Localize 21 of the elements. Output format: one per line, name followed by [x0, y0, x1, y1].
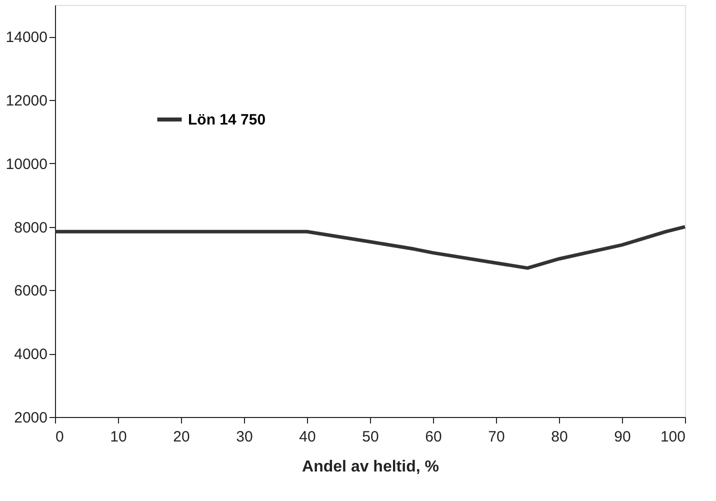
y-tick-label: 6000 — [14, 282, 48, 300]
y-tick-label: 2000 — [14, 410, 48, 426]
x-tick-label: 60 — [425, 428, 442, 446]
x-tick-label: 10 — [110, 428, 127, 446]
x-tick-label: 40 — [299, 428, 316, 446]
x-tick-label: 20 — [173, 428, 190, 446]
x-tick-label: 30 — [236, 428, 253, 446]
x-tick-label: 100 — [660, 428, 686, 446]
x-tick-label: 70 — [488, 428, 505, 446]
x-tick-label: 90 — [614, 428, 631, 446]
y-tick-label: 8000 — [14, 219, 48, 236]
y-tick-label: 4000 — [14, 346, 48, 364]
x-tick-label: 80 — [551, 428, 568, 446]
x-tick-label: 50 — [362, 428, 379, 446]
y-tick-label: 12000 — [6, 92, 48, 110]
y-tick-label: 14000 — [6, 29, 48, 46]
line-series — [53, 225, 687, 270]
legend-label: Lön 14 750 — [188, 112, 266, 128]
x-axis-title: Andel av heltid, % — [302, 458, 439, 476]
x-tick-label: 0 — [56, 428, 64, 446]
y-tick-label: 10000 — [6, 156, 48, 173]
